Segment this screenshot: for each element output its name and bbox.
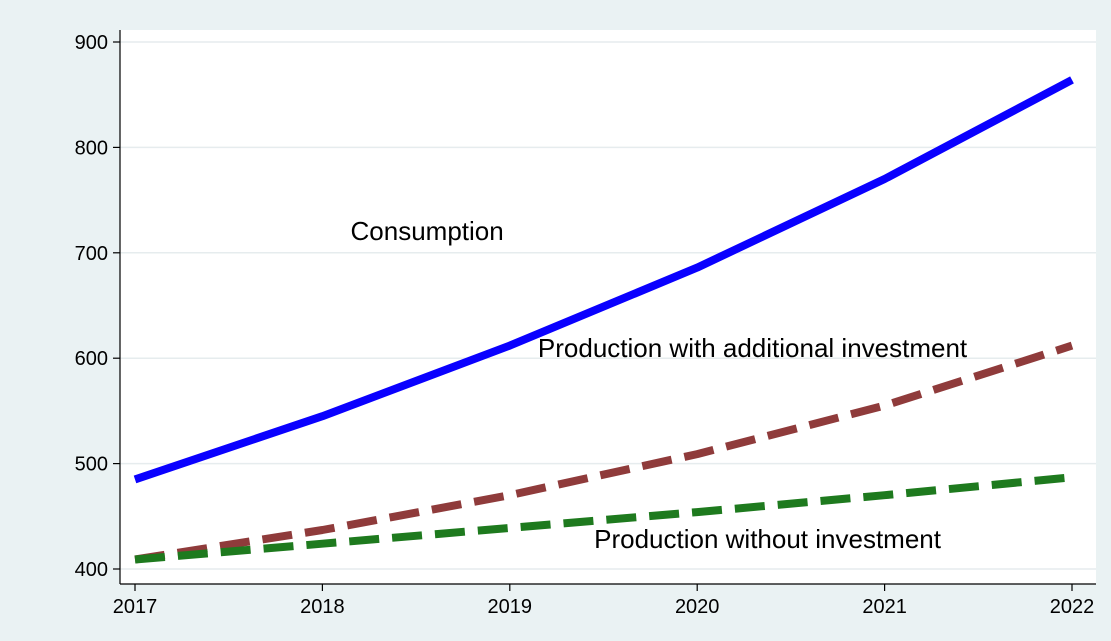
x-tick-label: 2017	[113, 596, 158, 618]
x-tick-label: 2021	[862, 596, 907, 618]
y-tick-label: 800	[75, 137, 108, 159]
annotations-group: Consumption Production with additional in…	[351, 216, 968, 554]
annotation-2: Production with additional investment	[538, 333, 968, 363]
x-tick-label: 2019	[488, 596, 533, 618]
y-tick-label: 900	[75, 32, 108, 54]
series-line-2	[134, 341, 1074, 564]
series-line-1	[133, 76, 1074, 484]
gridlines	[120, 41, 1096, 570]
x-tick-label: 2018	[300, 596, 345, 618]
x-tick-label: 2022	[1050, 596, 1095, 618]
series-group	[133, 76, 1074, 564]
annotation-1: Consumption	[351, 216, 504, 246]
y-tick-label: 700	[75, 243, 108, 265]
annotation-3: Production without investment	[594, 524, 942, 554]
y-tick-label: 500	[75, 454, 108, 476]
y-tick-label: 400	[75, 559, 108, 581]
y-tick-label: 600	[75, 348, 108, 370]
axes: 400 500 600 700 800 900 2017 2018 2019 2020 2021 20…	[75, 30, 1096, 618]
x-tick-label: 2020	[675, 596, 720, 618]
series-line-3	[134, 473, 1073, 564]
